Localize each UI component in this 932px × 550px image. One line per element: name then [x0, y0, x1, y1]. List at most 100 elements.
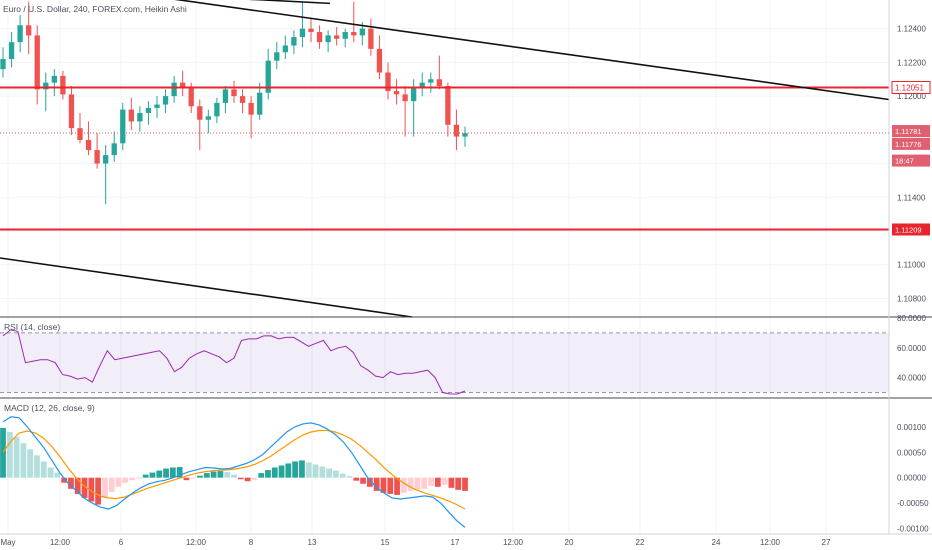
macd-histogram-bar — [40, 461, 47, 478]
price-tick-label: 1.10800 — [897, 294, 926, 303]
candle-body — [257, 92, 263, 115]
macd-histogram-bar — [210, 471, 217, 478]
rsi-tick-label: 40.0000 — [897, 374, 926, 383]
macd-histogram-bar — [319, 466, 326, 478]
time-tick-label: 24 — [712, 538, 721, 547]
price-label: 1.11209 — [892, 223, 930, 236]
rsi-tick-label: 80.0000 — [897, 314, 926, 323]
candle-body — [436, 79, 442, 86]
macd-histogram-bar — [169, 467, 176, 478]
macd-histogram-bar — [455, 477, 462, 490]
price-label-box — [892, 125, 930, 138]
macd-histogram-bar — [13, 437, 20, 478]
macd-line — [2, 416, 466, 528]
price-tick-label: 1.12000 — [897, 92, 926, 101]
macd-histogram-bar — [81, 477, 88, 498]
price-label-text: 1.11209 — [895, 225, 922, 234]
price-label-box — [892, 154, 930, 167]
candle-body — [188, 87, 194, 107]
macd-histogram-bar — [102, 477, 108, 498]
macd-histogram-bar — [394, 477, 400, 495]
macd-histogram-bar — [339, 473, 346, 478]
macd-histogram-bar — [47, 467, 54, 478]
candle-body — [376, 48, 383, 73]
rsi-band-fill — [0, 332, 889, 393]
candle-body — [342, 32, 348, 39]
candle-body — [60, 75, 66, 95]
macd-histogram-bar — [237, 477, 244, 480]
macd-histogram-bar — [156, 470, 163, 478]
candle-body — [17, 25, 23, 43]
candle-body — [68, 94, 75, 129]
macd-histogram-bar — [421, 477, 428, 489]
candle-body — [111, 143, 117, 156]
macd-tick-label: 0.00100 — [897, 423, 926, 432]
candle-body — [385, 72, 391, 92]
macd-histogram-bar — [142, 474, 149, 478]
time-tick-label: 15 — [381, 538, 390, 547]
candle-body — [128, 109, 134, 122]
macd-histogram-bar — [27, 449, 34, 478]
macd-histogram-bar — [88, 477, 95, 502]
candle-body — [274, 52, 280, 61]
macd-histogram-bar — [333, 470, 339, 478]
macd-histogram-bar — [387, 477, 394, 494]
candle-body — [291, 37, 297, 46]
candle-body — [359, 28, 365, 36]
time-tick-label: 20 — [565, 538, 574, 547]
price-label-text: 1.11776 — [895, 140, 922, 149]
macd-histogram-bar — [108, 477, 115, 492]
candle-body — [316, 32, 323, 43]
macd-pane[interactable] — [0, 416, 468, 528]
candle-body — [402, 94, 408, 102]
rsi-tick-label: 60.0000 — [897, 344, 926, 353]
candle-body — [26, 25, 32, 36]
rsi-legend: RSI (14, close) — [4, 322, 60, 332]
price-label-text: 1.11781 — [895, 127, 922, 136]
macd-histogram-bar — [197, 475, 203, 478]
candle-body — [137, 112, 143, 122]
macd-histogram-bar — [251, 477, 258, 480]
candle-body — [34, 35, 40, 90]
macd-histogram-bar — [190, 477, 197, 479]
rsi-pane[interactable] — [0, 329, 889, 395]
macd-histogram-bar — [346, 476, 353, 478]
time-axis[interactable]: May 12:00 6 12:00 8 13 15 17 12:00 20 22 24 12:00 27 — [0, 538, 831, 547]
candle-body — [85, 139, 92, 151]
candle-body — [43, 82, 49, 90]
candle-body — [393, 91, 400, 95]
candle-body — [334, 35, 340, 39]
macd-histogram-bar — [366, 477, 373, 487]
macd-histogram-bar — [360, 477, 366, 484]
macd-histogram-bar — [434, 477, 441, 487]
macd-histogram-bar — [441, 477, 448, 485]
candle-body — [145, 107, 152, 113]
price-tick-label: 1.12400 — [897, 25, 926, 34]
macd-histogram-bar — [95, 477, 102, 505]
candle-body — [162, 96, 169, 105]
price-label: 18:47 — [892, 154, 930, 167]
candle-body — [351, 32, 357, 36]
candle-body — [77, 128, 83, 140]
macd-histogram-bar — [129, 477, 135, 481]
candle-body — [428, 79, 434, 83]
trend-line-upper[interactable] — [120, 0, 890, 101]
price-label-box — [892, 223, 930, 236]
macd-histogram-bar — [326, 468, 333, 478]
candle-body — [239, 96, 246, 103]
rsi-line — [2, 329, 466, 395]
macd-tick-label: -0.00100 — [897, 524, 929, 533]
price-pane[interactable] — [0, 0, 890, 318]
candle-body — [368, 28, 374, 49]
time-tick-label: 12:00 — [503, 538, 524, 547]
macd-histogram-bar — [203, 473, 210, 478]
macd-histogram-bar — [135, 477, 142, 479]
trend-line-top[interactable] — [0, 0, 331, 5]
candle-body — [197, 106, 203, 120]
candle-body — [8, 42, 15, 60]
time-tick-label: May — [0, 538, 15, 547]
macd-histogram-bar — [292, 461, 299, 478]
price-label: 1.12051 — [891, 81, 931, 95]
trend-line-lower[interactable] — [0, 257, 413, 318]
